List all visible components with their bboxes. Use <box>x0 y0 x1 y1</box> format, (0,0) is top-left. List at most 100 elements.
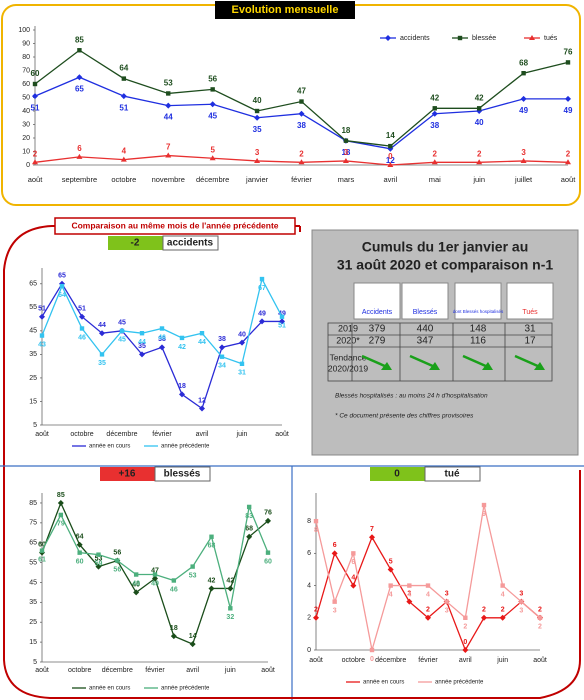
data-label: 4 <box>501 591 505 598</box>
point <box>499 614 506 621</box>
data-label: 79 <box>57 521 65 528</box>
point <box>170 633 177 640</box>
legend-label: année en cours <box>363 680 404 686</box>
data-label: 18 <box>178 383 186 390</box>
x-tick-label: avril <box>196 431 209 438</box>
x-tick-label: décembre <box>106 431 137 438</box>
badge-label-box <box>154 466 211 482</box>
icon-box <box>401 282 449 320</box>
data-label: 12 <box>386 156 395 165</box>
y-tick-label: 55 <box>29 304 37 311</box>
badge-label-box <box>162 235 219 251</box>
data-label: 64 <box>58 292 66 299</box>
data-label: 7 <box>370 526 374 533</box>
badge-value: 0 <box>394 469 400 480</box>
point <box>254 157 261 163</box>
data-label: 68 <box>519 58 528 67</box>
point <box>565 159 571 165</box>
trend-label: 2020/2019 <box>328 363 368 373</box>
row-label: 2020* <box>336 335 360 345</box>
point <box>246 504 252 510</box>
point <box>165 152 172 158</box>
legend-label: année en cours <box>89 444 130 450</box>
point <box>58 512 64 518</box>
x-tick-label: décembre <box>102 667 133 674</box>
legend-label: année en cours <box>89 686 130 692</box>
point <box>39 548 45 553</box>
y-tick-label: 6 <box>307 550 311 557</box>
data-label: 3 <box>519 591 523 598</box>
data-label: 32 <box>226 614 234 621</box>
data-label: 56 <box>208 75 217 84</box>
point <box>279 314 285 319</box>
x-tick-label: novembre <box>152 175 185 184</box>
data-label: 38 <box>158 336 166 343</box>
x-tick-label: août <box>28 175 44 184</box>
y-tick-label: 50 <box>22 94 30 101</box>
data-label: 38 <box>430 121 439 130</box>
y-tick-label: 85 <box>29 500 37 507</box>
point <box>171 578 177 583</box>
y-tick-label: 5 <box>33 422 37 429</box>
y-tick-label: 25 <box>29 619 37 626</box>
data-label: 51 <box>78 306 86 313</box>
point <box>179 391 185 398</box>
y-tick-label: 0 <box>26 162 30 169</box>
x-tick-label: juin <box>496 657 508 664</box>
data-label: 3 <box>445 608 449 615</box>
data-label: 44 <box>164 113 173 122</box>
data-label: 4 <box>407 591 411 598</box>
data-label: 3 <box>407 591 411 598</box>
data-label: 68 <box>208 543 216 550</box>
badge-label-box <box>424 466 481 482</box>
data-label: 2 <box>463 624 467 631</box>
data-label: 44 <box>198 339 206 346</box>
point <box>99 330 105 337</box>
y-tick-label: 55 <box>29 559 37 566</box>
y-tick-label: 15 <box>29 639 37 646</box>
data-label: 51 <box>278 323 286 330</box>
data-label: 2 <box>426 607 430 614</box>
point <box>96 552 101 557</box>
point <box>133 572 139 577</box>
data-label: 46 <box>78 334 86 341</box>
legend-label: tués <box>544 35 558 42</box>
point <box>209 101 216 108</box>
point <box>476 159 483 165</box>
point <box>165 102 172 109</box>
point <box>95 563 102 570</box>
data-label: 38 <box>218 336 226 343</box>
data-label: 4 <box>122 147 127 156</box>
badge-label: blessés <box>164 469 201 480</box>
data-label: 40 <box>132 581 140 588</box>
note: Blessés hospitalisés : au moins 24 h d'h… <box>335 393 488 400</box>
x-tick-label: octobre <box>111 175 136 184</box>
point <box>210 87 215 92</box>
data-label: 68 <box>245 526 253 533</box>
point <box>369 647 375 653</box>
point <box>500 583 505 588</box>
frame-mid <box>3 225 300 468</box>
x-tick-label: avril <box>383 175 397 184</box>
point <box>76 153 83 159</box>
x-tick-label: juin <box>224 667 236 674</box>
y-tick-label: 45 <box>29 579 37 586</box>
data-label: 44 <box>138 339 146 346</box>
data-label: 2 <box>33 149 38 158</box>
point <box>152 572 158 577</box>
data-label: 61 <box>38 557 46 564</box>
x-tick-label: avril <box>186 667 199 674</box>
trend-arrow <box>514 354 541 369</box>
table <box>327 322 553 382</box>
y-tick-label: 100 <box>18 27 30 34</box>
icon-box <box>353 282 401 320</box>
data-label: 4 <box>351 574 355 581</box>
data-label: 76 <box>564 48 573 57</box>
point <box>139 351 145 358</box>
series-line <box>41 277 283 365</box>
data-label: 2 <box>433 149 438 158</box>
data-label: 3 <box>519 608 523 615</box>
point <box>76 541 83 548</box>
data-label: 8 <box>314 527 318 534</box>
point <box>279 318 285 325</box>
